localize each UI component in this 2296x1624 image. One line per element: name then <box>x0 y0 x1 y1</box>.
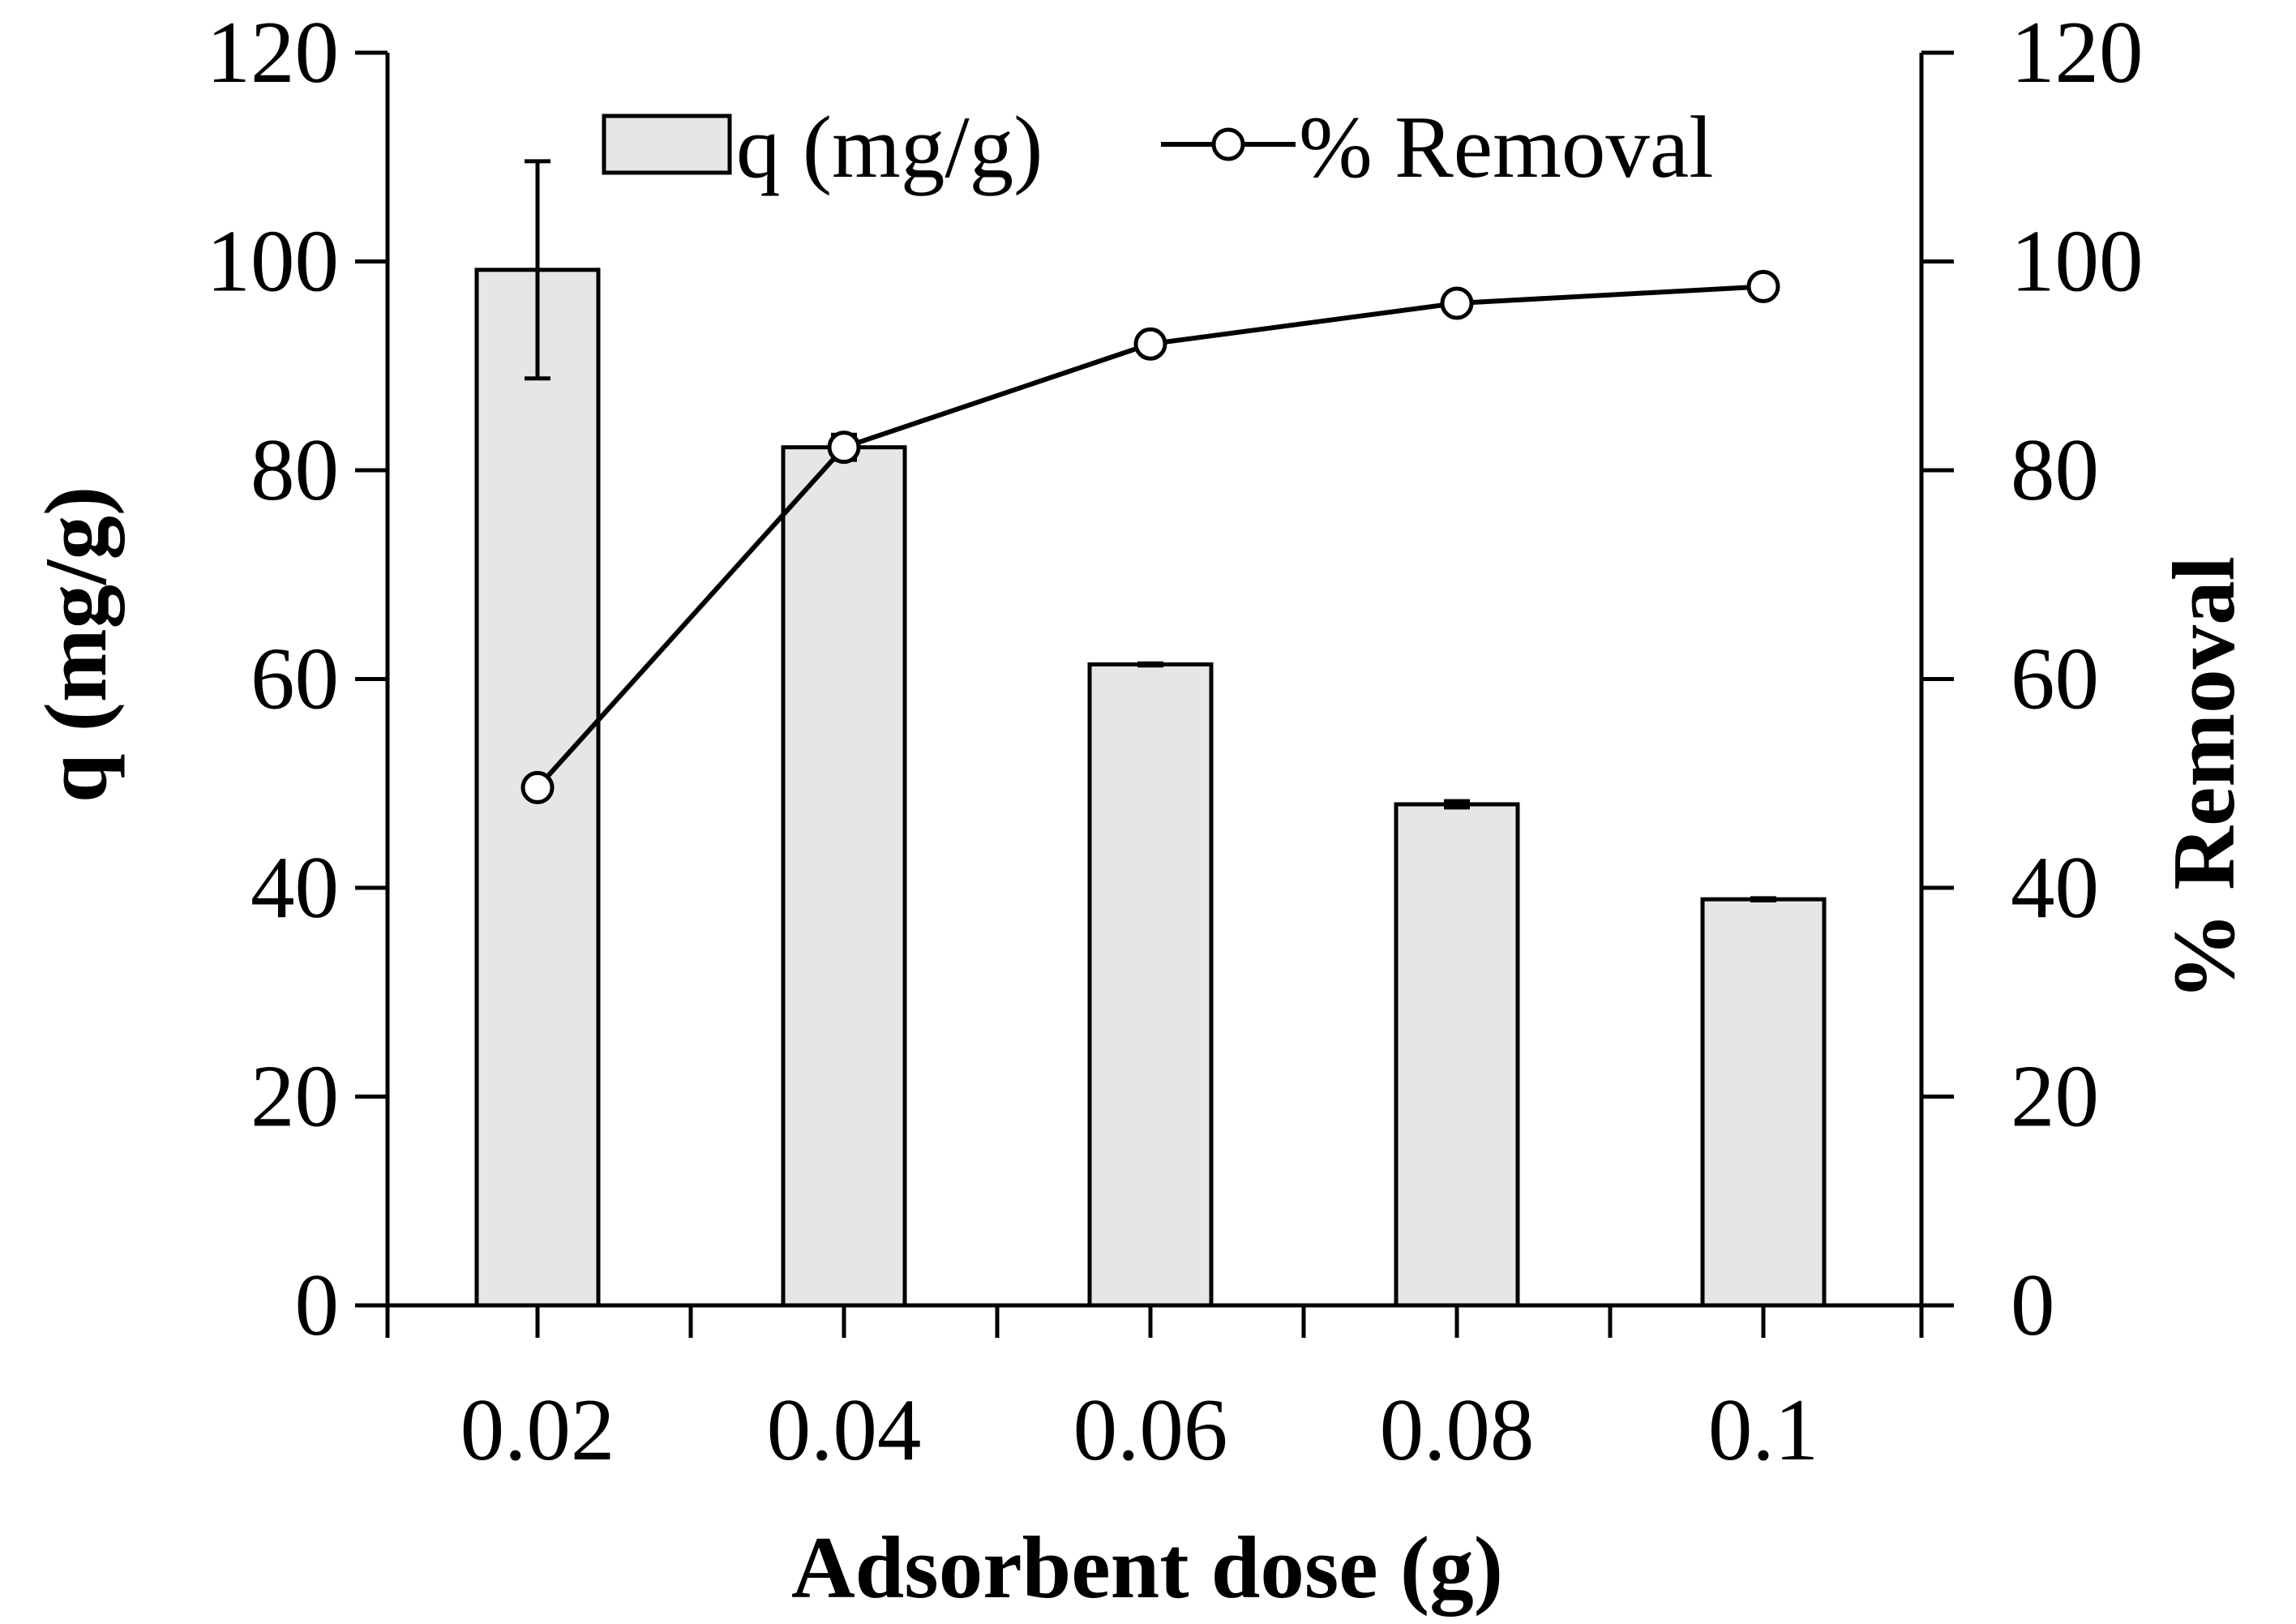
y-tick-label-left-80: 80 <box>251 421 339 519</box>
x-tick-label-0.06: 0.06 <box>1073 1381 1228 1479</box>
legend: q (mg/g) % Removal <box>602 98 1714 196</box>
y-axis-left-title: q (mg/g) <box>27 486 125 803</box>
removal-point-0.06 <box>1133 327 1167 361</box>
legend-marker-removal <box>1211 127 1245 161</box>
removal-point-0.04 <box>827 431 861 465</box>
bar-0.04 <box>781 445 907 1308</box>
y-tick-label-right-60: 60 <box>2011 630 2099 728</box>
x-tick-label-0.1: 0.1 <box>1708 1381 1818 1479</box>
legend-swatch-q <box>602 114 732 175</box>
legend-label-removal: % Removal <box>1299 98 1714 196</box>
bars-layer <box>474 268 1827 1308</box>
bar-0.08 <box>1394 802 1520 1308</box>
y-tick-label-right-100: 100 <box>2011 212 2144 311</box>
y-tick-label-right-0: 0 <box>2011 1256 2055 1354</box>
removal-point-0.08 <box>1440 286 1474 320</box>
legend-label-q: q (mg/g) <box>736 98 1043 196</box>
bar-0.06 <box>1087 662 1214 1308</box>
ticks-layer: 0 20 40 60 80 100 120 0 20 40 60 80 100 120 0.02 0.04 0.… <box>207 3 2144 1479</box>
y-tick-label-left-0: 0 <box>295 1256 340 1354</box>
removal-point-0.1 <box>1746 269 1780 303</box>
y-tick-label-left-100: 100 <box>207 212 340 311</box>
line-layer <box>520 269 1780 804</box>
x-tick-label-0.04: 0.04 <box>767 1381 922 1479</box>
y-tick-label-left-60: 60 <box>251 630 339 728</box>
y-tick-label-right-80: 80 <box>2011 421 2099 519</box>
y-tick-label-left-20: 20 <box>251 1048 339 1146</box>
y-tick-label-right-20: 20 <box>2011 1048 2099 1146</box>
y-tick-label-right-40: 40 <box>2011 838 2099 936</box>
y-tick-label-left-40: 40 <box>251 838 339 936</box>
bar-0.1 <box>1700 897 1827 1308</box>
y-tick-label-left-120: 120 <box>207 3 340 101</box>
removal-point-0.02 <box>520 770 555 804</box>
x-tick-label-0.08: 0.08 <box>1380 1381 1535 1479</box>
y-tick-label-right-120: 120 <box>2011 3 2144 101</box>
x-axis-title: Adsorbent dose (g) <box>791 1519 1503 1617</box>
x-tick-label-0.02: 0.02 <box>460 1381 615 1479</box>
y-axis-right-title: % Removal <box>2155 556 2253 1001</box>
